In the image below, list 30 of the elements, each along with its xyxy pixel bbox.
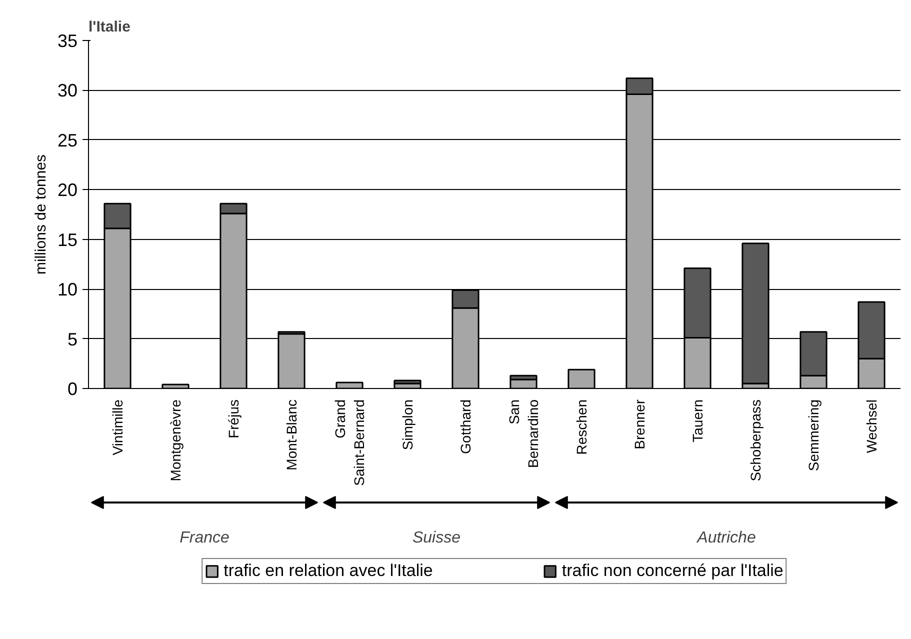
x-tick-label: Simplon xyxy=(400,399,416,450)
y-tick-label: 30 xyxy=(57,80,78,101)
x-tick-label: Wechsel xyxy=(864,399,880,453)
y-tick-label: 5 xyxy=(67,329,78,350)
x-tick-label: Gotthard xyxy=(458,399,474,454)
y-tick-label: 35 xyxy=(57,31,78,51)
x-tick-label: Semmering xyxy=(806,399,822,472)
y-axis-title: millions de tonnes xyxy=(32,154,50,275)
x-tick-label: Grand Saint-Bernard xyxy=(332,399,368,486)
x-tick-label: Montgenèvre xyxy=(168,399,184,482)
x-tick-label: Mont-Blanc xyxy=(284,399,300,470)
y-tick-label: 15 xyxy=(57,230,78,250)
x-tick-label: Fréjus xyxy=(226,399,242,438)
legend-label: trafic en relation avec l'Italie xyxy=(224,561,433,581)
x-tick-label: Tauern xyxy=(690,399,706,442)
bar xyxy=(394,380,422,384)
x-tick-label: Reschen xyxy=(574,399,590,455)
text: Suisse xyxy=(412,530,461,546)
chart-title: l'Italie xyxy=(88,18,130,36)
y-tick-label: 0 xyxy=(67,379,78,399)
y-tick-label: 10 xyxy=(57,280,78,300)
text: France xyxy=(180,530,230,546)
x-tick-label: Schoberpass xyxy=(748,400,764,482)
legend-label: trafic non concerné par l'Italie xyxy=(562,561,784,581)
x-tick-label: Brenner xyxy=(632,399,648,450)
y-tick-label: 25 xyxy=(57,130,78,150)
x-tick-label: San Bernardino xyxy=(506,399,542,468)
text: Autriche xyxy=(696,530,756,546)
x-tick-label: Vintimille xyxy=(110,399,126,456)
y-tick-label: 20 xyxy=(57,180,78,200)
